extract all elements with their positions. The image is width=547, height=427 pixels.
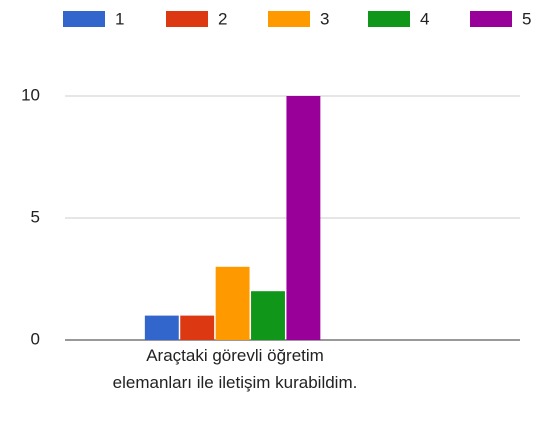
legend-swatch (63, 11, 105, 27)
bar (180, 315, 215, 340)
y-tick-label: 5 (31, 207, 40, 226)
legend-swatch (166, 11, 208, 27)
y-tick-label: 0 (31, 329, 40, 348)
bar (286, 96, 321, 340)
legend-label: 4 (420, 9, 429, 28)
bar (215, 266, 250, 340)
y-tick-label: 10 (21, 85, 40, 104)
legend-label: 2 (218, 9, 227, 28)
legend-label: 3 (320, 9, 329, 28)
legend-label: 1 (115, 9, 124, 28)
legend-swatch (268, 11, 310, 27)
bar (251, 291, 285, 340)
legend-swatch (368, 11, 410, 27)
x-tick-label: Araçtaki görevli öğretim elemanları ile … (112, 346, 358, 392)
legend-label: 5 (522, 9, 531, 28)
legend-swatch (470, 11, 512, 27)
bar (144, 315, 179, 340)
